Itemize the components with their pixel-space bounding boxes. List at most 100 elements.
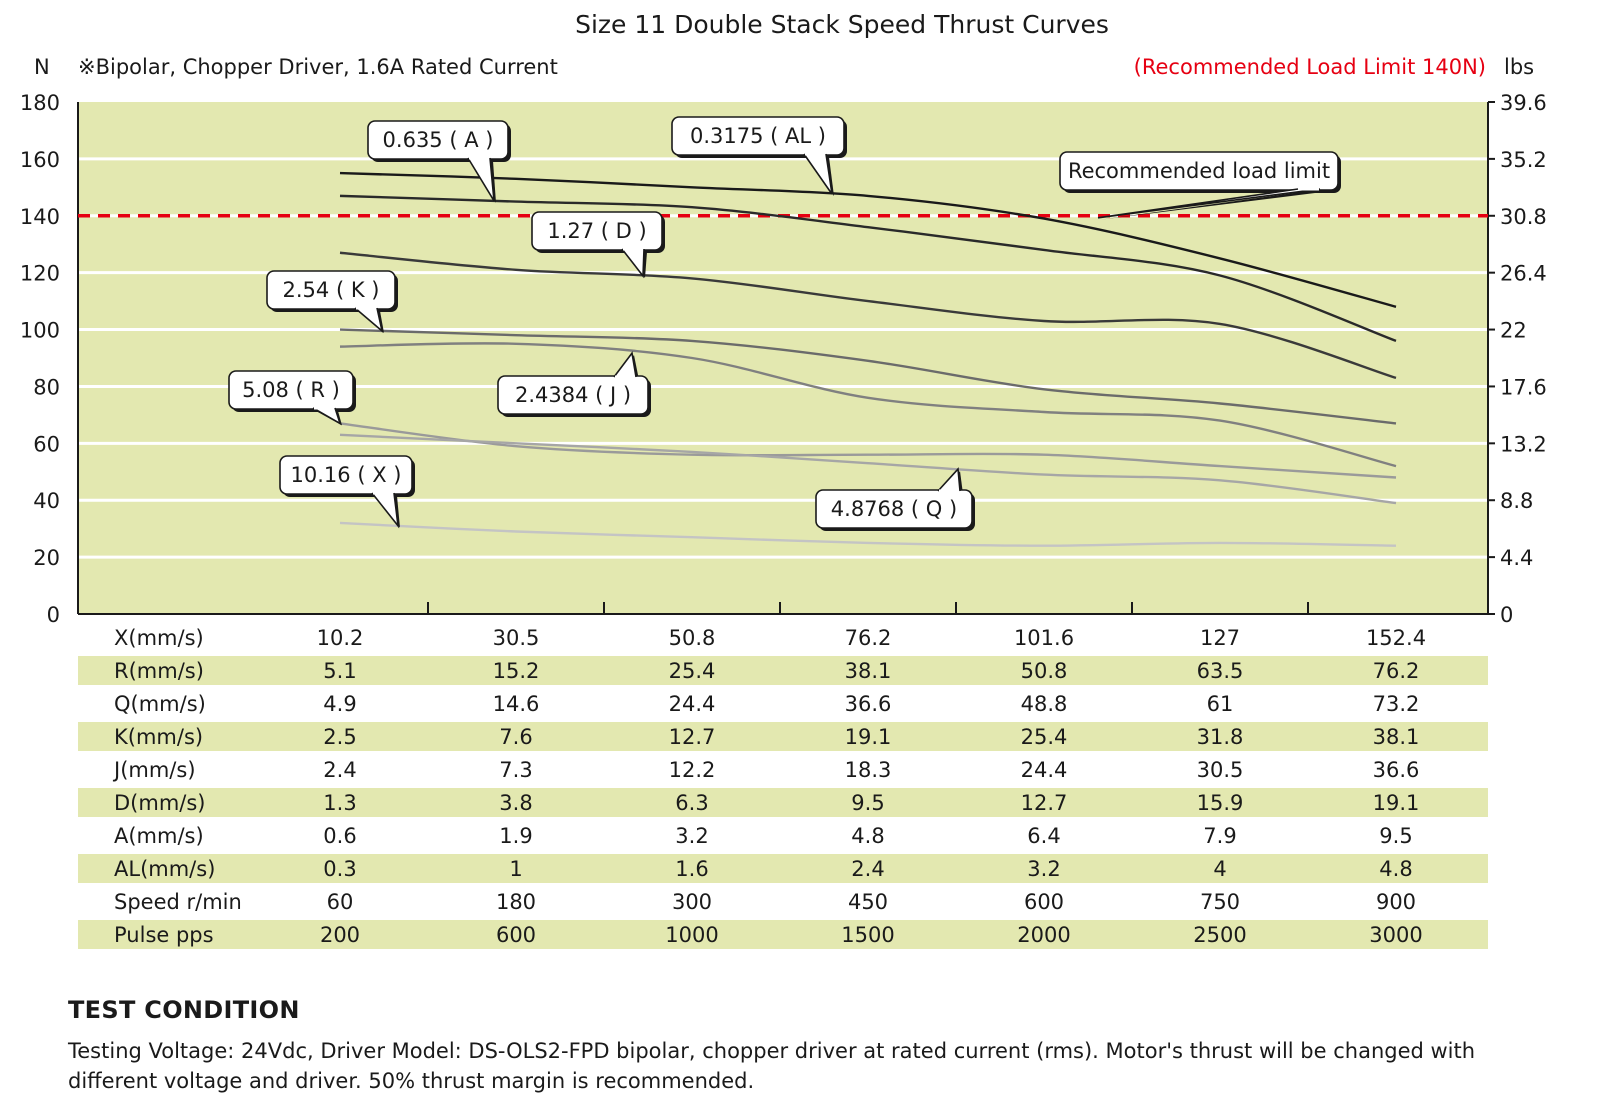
callout-label: Recommended load limit	[1068, 159, 1330, 183]
y-right-tick-label: 35.2	[1500, 148, 1547, 172]
series-line	[339, 251, 1397, 380]
callout-pointer	[803, 153, 833, 195]
table-cell: 2.4	[851, 857, 884, 881]
table-cell: 1500	[841, 923, 894, 947]
table-cell: 36.6	[1373, 758, 1420, 782]
table-cell: 600	[496, 923, 536, 947]
callout-pointer	[467, 157, 495, 202]
table-cell: 38.1	[1373, 725, 1420, 749]
table-cell: 7.3	[499, 758, 532, 782]
table-cell: 31.8	[1197, 725, 1244, 749]
left-axis-unit: N	[34, 55, 50, 79]
callout-box	[1059, 151, 1339, 191]
table-cell: 4.9	[323, 692, 356, 716]
callout-pointer	[371, 492, 400, 529]
callout-box	[266, 270, 396, 310]
table-cell: 25.4	[669, 659, 716, 683]
table-cell: 30.5	[1197, 758, 1244, 782]
callout-label: 0.635 ( A )	[383, 128, 494, 152]
table-row-label: Pulse pps	[114, 923, 214, 947]
callout-box	[497, 375, 649, 415]
table-cell: 600	[1024, 890, 1064, 914]
table-cell: 3.8	[499, 791, 532, 815]
callout-pointer	[621, 248, 645, 279]
table-cell: 152.4	[1366, 626, 1426, 650]
table-cell: 1.3	[323, 791, 356, 815]
table-row-label: Speed r/min	[114, 890, 242, 914]
y-right-tick-label: 13.2	[1500, 432, 1547, 456]
table-cell: 19.1	[1373, 791, 1420, 815]
table-cell: 4.8	[1379, 857, 1412, 881]
limit-note: (Recommended Load Limit 140N)	[1134, 55, 1486, 79]
table-cell: 15.2	[493, 659, 540, 683]
test-condition-heading: TEST CONDITION	[68, 996, 300, 1024]
y-tick-label: 160	[20, 148, 60, 172]
table-row-label: J(mm/s)	[112, 758, 196, 782]
table-row-stripe	[78, 656, 1488, 685]
callout-pointer	[937, 467, 961, 492]
callout-box	[367, 120, 509, 160]
table-cell: 18.3	[845, 758, 892, 782]
table-cell: 60	[327, 890, 354, 914]
table-cell: 750	[1200, 890, 1240, 914]
table-cell: 6.3	[675, 791, 708, 815]
table-cell: 12.7	[1021, 791, 1068, 815]
chart-subtitle: ※Bipolar, Chopper Driver, 1.6A Rated Cur…	[78, 55, 558, 79]
table-cell: 36.6	[845, 692, 892, 716]
callout-label: 5.08 ( R )	[242, 378, 340, 402]
y-tick-label: 0	[47, 603, 60, 627]
y-right-tick-label: 4.4	[1500, 546, 1533, 570]
table-row-label: A(mm/s)	[114, 824, 204, 848]
y-tick-label: 120	[20, 262, 60, 286]
table-cell: 50.8	[669, 626, 716, 650]
table-cell: 3.2	[1027, 857, 1060, 881]
y-right-tick-label: 0	[1500, 603, 1513, 627]
series-line	[339, 433, 1397, 505]
table-cell: 4	[1213, 857, 1226, 881]
y-right-tick-label: 39.6	[1500, 91, 1547, 115]
callout-box	[531, 211, 663, 251]
callout-label: 0.3175 ( AL )	[690, 124, 826, 148]
y-tick-label: 80	[33, 375, 60, 399]
table-cell: 2500	[1193, 923, 1246, 947]
callout-box	[815, 489, 973, 529]
table-cell: 14.6	[493, 692, 540, 716]
callout-pointer	[312, 407, 342, 426]
table-cell: 5.1	[323, 659, 356, 683]
table-cell: 900	[1376, 890, 1416, 914]
callout-label: 2.4384 ( J )	[515, 383, 631, 407]
table-cell: 76.2	[1373, 659, 1420, 683]
table-cell: 450	[848, 890, 888, 914]
table-cell: 1	[509, 857, 522, 881]
table-cell: 9.5	[851, 791, 884, 815]
table-cell: 6.4	[1027, 824, 1060, 848]
table-cell: 19.1	[845, 725, 892, 749]
table-row-label: Q(mm/s)	[114, 692, 206, 716]
table-cell: 76.2	[845, 626, 892, 650]
table-cell: 180	[496, 890, 536, 914]
callout-pointer	[354, 307, 384, 334]
y-right-tick-label: 8.8	[1500, 489, 1533, 513]
table-cell: 1.6	[675, 857, 708, 881]
series-line	[339, 422, 1397, 479]
table-cell: 12.2	[669, 758, 716, 782]
callout-label: 2.54 ( K )	[283, 278, 380, 302]
table-row-stripe	[78, 854, 1488, 883]
callout-box	[671, 116, 845, 156]
table-cell: 9.5	[1379, 824, 1412, 848]
table-row-label: D(mm/s)	[114, 791, 206, 815]
callout-box	[279, 455, 413, 495]
y-right-tick-label: 17.6	[1500, 375, 1547, 399]
table-cell: 10.2	[317, 626, 364, 650]
callout-label: 10.16 ( X )	[291, 463, 402, 487]
callout-pointer	[613, 351, 637, 378]
table-row-stripe	[78, 920, 1488, 949]
table-row-label: K(mm/s)	[114, 725, 203, 749]
table-cell: 3000	[1369, 923, 1422, 947]
table-cell: 38.1	[845, 659, 892, 683]
series-line	[339, 194, 1397, 343]
table-cell: 4.8	[851, 824, 884, 848]
y-right-tick-label: 22	[1500, 319, 1527, 343]
table-cell: 73.2	[1373, 692, 1420, 716]
table-cell: 2.4	[323, 758, 356, 782]
